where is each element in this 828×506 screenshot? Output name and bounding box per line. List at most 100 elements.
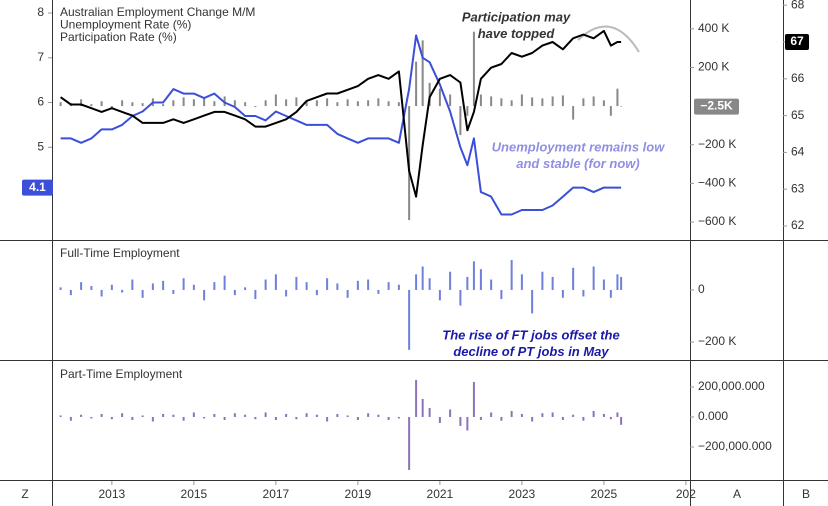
bar bbox=[551, 276, 554, 290]
bar bbox=[213, 282, 216, 290]
bar bbox=[520, 94, 523, 107]
y-tick-label: 63 bbox=[791, 181, 805, 195]
bar bbox=[69, 289, 72, 296]
annotation: decline of PT jobs in May bbox=[453, 344, 609, 359]
bar bbox=[80, 99, 83, 107]
bar bbox=[151, 283, 154, 290]
bar bbox=[223, 416, 226, 420]
x-tick-label: 2019 bbox=[345, 487, 372, 501]
y-tick-label: 6 bbox=[37, 95, 44, 109]
bar bbox=[377, 98, 380, 107]
bar bbox=[192, 284, 195, 290]
bar bbox=[213, 101, 216, 107]
bar bbox=[602, 100, 605, 107]
y-tick-label: 0.000 bbox=[698, 409, 728, 423]
y-tick-label: 7 bbox=[37, 50, 44, 64]
y-tick-label: −600 K bbox=[698, 214, 736, 228]
bar bbox=[592, 96, 595, 107]
bar bbox=[346, 289, 349, 298]
bar bbox=[274, 416, 277, 420]
y-tick-label: 400 K bbox=[698, 21, 729, 35]
bar bbox=[336, 283, 339, 290]
y-tick-label: −200,000.000 bbox=[698, 439, 772, 453]
bar bbox=[172, 414, 175, 417]
bar bbox=[233, 413, 236, 417]
bar bbox=[459, 289, 462, 306]
bar bbox=[192, 99, 195, 107]
ui-button[interactable]: A bbox=[733, 487, 741, 501]
bar bbox=[609, 289, 612, 298]
bar bbox=[602, 413, 605, 417]
y-tick-label: 0 bbox=[698, 282, 705, 296]
bar bbox=[141, 289, 144, 298]
last-value-label: 4.1 bbox=[29, 180, 46, 194]
x-tick-label: 2023 bbox=[509, 487, 536, 501]
bar bbox=[59, 102, 62, 107]
bar bbox=[520, 274, 523, 290]
x-tick-label: 2017 bbox=[263, 487, 290, 501]
bar bbox=[620, 416, 623, 425]
bar bbox=[356, 280, 359, 290]
bar bbox=[244, 102, 247, 107]
y-tick-label: 68 bbox=[791, 0, 805, 11]
bar bbox=[367, 100, 370, 107]
bar bbox=[254, 289, 257, 300]
bar bbox=[472, 31, 475, 107]
bar bbox=[438, 416, 441, 423]
bar bbox=[531, 97, 534, 107]
bar bbox=[162, 104, 165, 107]
bar bbox=[356, 101, 359, 107]
bar bbox=[131, 416, 134, 420]
bar bbox=[90, 286, 93, 290]
bar bbox=[172, 100, 175, 107]
last-value-label: 67 bbox=[790, 34, 804, 48]
bar bbox=[397, 284, 400, 290]
annotation: The rise of FT jobs offset the bbox=[442, 327, 619, 342]
bar bbox=[510, 260, 513, 290]
bar bbox=[264, 279, 267, 290]
bar bbox=[421, 40, 424, 107]
bar bbox=[397, 416, 400, 419]
ui-button[interactable]: Z bbox=[21, 487, 28, 501]
bar bbox=[582, 416, 585, 421]
bar bbox=[551, 412, 554, 417]
bar bbox=[438, 289, 441, 301]
bar bbox=[561, 289, 564, 298]
bar bbox=[90, 104, 93, 107]
x-tick-label: 2015 bbox=[181, 487, 208, 501]
line bbox=[60, 34, 622, 216]
bar bbox=[541, 98, 544, 107]
y-tick-label: −400 K bbox=[698, 176, 736, 190]
bar bbox=[479, 416, 482, 420]
bar bbox=[421, 398, 424, 417]
bar bbox=[387, 101, 390, 107]
bar bbox=[254, 416, 257, 420]
bar bbox=[346, 415, 349, 417]
bar bbox=[356, 416, 359, 420]
bar bbox=[421, 266, 424, 290]
bar bbox=[459, 106, 462, 136]
x-tick-label: 2025 bbox=[591, 487, 618, 501]
bar bbox=[315, 289, 318, 296]
ui-button[interactable]: B bbox=[802, 487, 810, 501]
bar bbox=[100, 413, 103, 417]
bar bbox=[609, 416, 612, 420]
bar bbox=[620, 106, 623, 107]
bar bbox=[541, 271, 544, 290]
bar bbox=[397, 102, 400, 107]
bar bbox=[377, 414, 380, 417]
bar bbox=[472, 261, 475, 290]
bar bbox=[490, 96, 493, 107]
bar bbox=[472, 382, 475, 417]
bar bbox=[69, 416, 72, 421]
last-value-label: −2.5K bbox=[700, 99, 733, 113]
bar bbox=[551, 96, 554, 107]
bar bbox=[367, 413, 370, 417]
bar bbox=[315, 414, 318, 417]
bar bbox=[582, 289, 585, 297]
bar bbox=[182, 278, 185, 290]
bar bbox=[616, 412, 619, 417]
bar bbox=[315, 100, 318, 107]
bar bbox=[305, 413, 308, 417]
bar bbox=[500, 98, 503, 107]
